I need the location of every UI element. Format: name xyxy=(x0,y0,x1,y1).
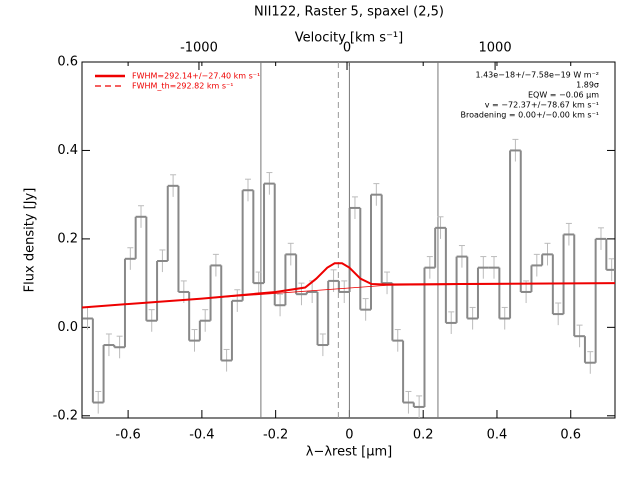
annotation: 1.89σ xyxy=(576,81,599,90)
legend-label: FWHM_th=292.82 km s⁻¹ xyxy=(132,82,233,91)
annotation: Broadening = 0.00+/−0.00 km s⁻¹ xyxy=(461,111,599,120)
y-tick-label: 0.2 xyxy=(57,231,78,246)
fit-line xyxy=(81,262,616,309)
y-tick-label: 0.0 xyxy=(57,320,78,335)
x2-tick-label: 1000 xyxy=(479,41,512,56)
annotation: EQW = −0.06 μm xyxy=(528,91,599,100)
y-tick-label: 0.6 xyxy=(57,55,78,70)
y-tick-label: -0.2 xyxy=(53,408,78,423)
x-tick-label: 0.2 xyxy=(413,428,434,443)
x-tick-label: -0.6 xyxy=(115,428,140,443)
x-tick-label: 0.6 xyxy=(560,428,581,443)
x-tick-label: 0 xyxy=(345,428,353,443)
y-tick-label: 0.4 xyxy=(57,143,78,158)
x2-tick-label: -1000 xyxy=(180,41,218,56)
x2-tick-label: 0 xyxy=(343,41,351,56)
x-tick-label: 0.4 xyxy=(487,428,508,443)
x-tick-label: -0.4 xyxy=(189,428,214,443)
x2-axis-label: Velocity [km s⁻¹] xyxy=(295,31,403,46)
annotation: v = −72.37+/−78.67 km s⁻¹ xyxy=(485,101,599,110)
fit-line xyxy=(81,282,616,308)
x-axis-label: λ−λrest [μm] xyxy=(306,445,392,460)
plot-frame xyxy=(81,61,616,419)
annotation: 1.43e−18+/−7.58e−19 W m⁻² xyxy=(475,71,599,80)
y-axis-label: Flux density [Jy] xyxy=(23,188,38,293)
chart-title: NII122, Raster 5, spaxel (2,5) xyxy=(254,5,444,20)
legend-label: FWHM=292.14+/−27.40 km s⁻¹ xyxy=(132,72,260,81)
x-tick-label: -0.2 xyxy=(263,428,288,443)
